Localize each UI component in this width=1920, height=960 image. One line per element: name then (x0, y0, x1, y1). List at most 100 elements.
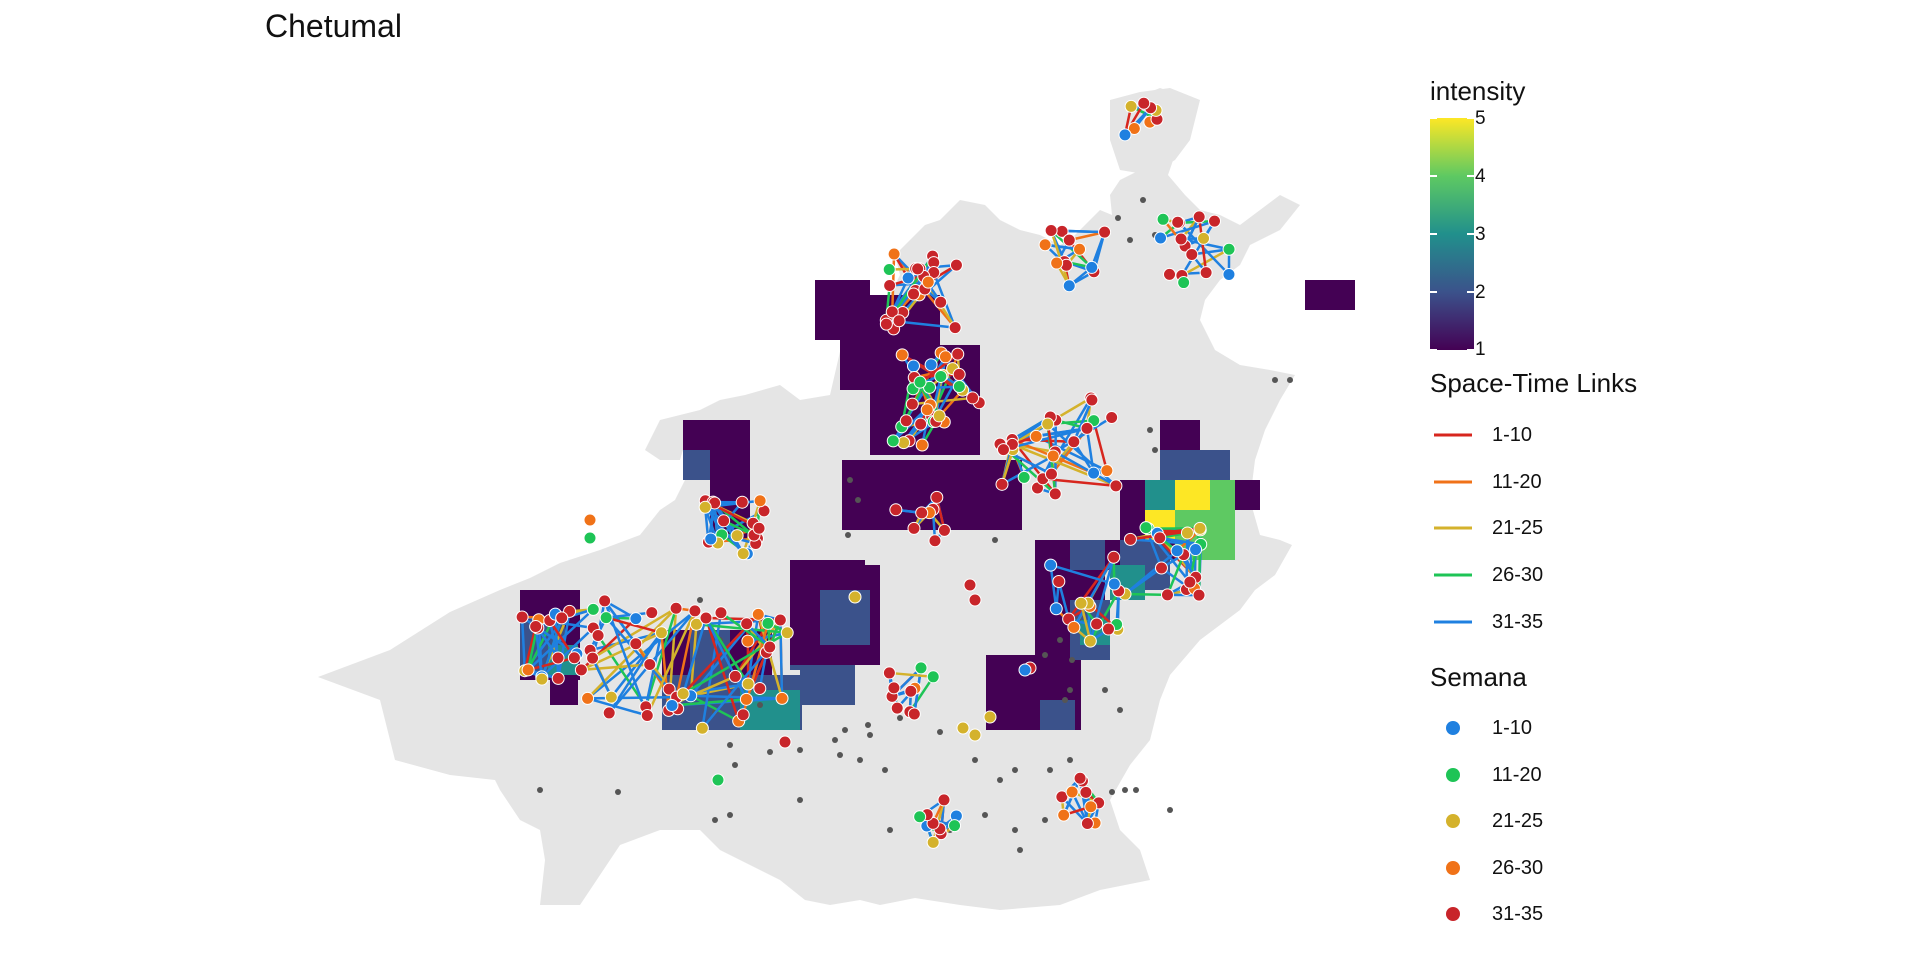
background-point (1117, 707, 1123, 713)
semana-key-5 (1446, 907, 1460, 921)
semana-legend-title: Semana (1430, 662, 1527, 692)
case-point (1192, 588, 1206, 602)
case-point (1174, 232, 1188, 246)
case-point (1199, 266, 1213, 280)
space-time-link (534, 626, 543, 677)
background-point (837, 752, 843, 758)
case-point (1067, 435, 1081, 449)
background-point (867, 732, 873, 738)
case-point (643, 657, 657, 671)
space-time-link (1157, 527, 1201, 535)
case-point (1044, 467, 1058, 481)
case-point (1044, 558, 1058, 572)
case-point (879, 317, 893, 331)
links-legend-label: 11-20 (1492, 471, 1542, 493)
case-point (1084, 800, 1098, 814)
semana-legend-keys (1446, 721, 1460, 921)
case-point (1085, 260, 1099, 274)
background-point (697, 597, 703, 603)
space-time-link (1160, 219, 1215, 240)
background-point (1047, 767, 1053, 773)
case-point (1177, 276, 1191, 290)
case-point (1017, 470, 1031, 484)
case-point (907, 521, 921, 535)
space-time-link (591, 657, 613, 698)
case-point (952, 379, 966, 393)
case-point (883, 279, 897, 293)
case-point (1107, 577, 1121, 591)
case-point (928, 534, 942, 548)
intensity-tick-1: 1 (1475, 339, 1486, 360)
semana-legend-label: 1-10 (1492, 717, 1533, 739)
case-point (913, 810, 927, 824)
case-point (629, 612, 643, 626)
space-time-link (1050, 563, 1115, 586)
background-point (972, 757, 978, 763)
case-point (728, 669, 742, 683)
background-point (1012, 767, 1018, 773)
case-point (934, 295, 948, 309)
case-point (951, 347, 965, 361)
case-point (753, 494, 767, 508)
intensity-cell (1235, 480, 1260, 510)
case-point (714, 606, 728, 620)
space-time-link (605, 616, 678, 698)
semana-key-4 (1446, 861, 1460, 875)
background-point (1127, 237, 1133, 243)
space-time-link (1049, 564, 1058, 609)
case-point (1044, 224, 1058, 238)
case-point (1197, 231, 1211, 245)
case-point (1100, 464, 1114, 478)
background-point (847, 477, 853, 483)
background-point (1109, 789, 1115, 795)
case-point (882, 666, 896, 680)
links-legend-title: Space-Time Links (1430, 368, 1638, 398)
case-point (645, 606, 659, 620)
case-point (968, 593, 982, 607)
case-point (1098, 225, 1112, 239)
space-time-link (1067, 556, 1115, 620)
background-point (937, 729, 943, 735)
case-point (1073, 771, 1087, 785)
space-time-link (1124, 592, 1168, 597)
space-time-link (1166, 554, 1185, 596)
case-point (567, 651, 581, 665)
space-time-link (671, 698, 747, 707)
background-point (1102, 687, 1108, 693)
background-point (842, 727, 848, 733)
case-point (1183, 575, 1197, 589)
intensity-cell (1040, 700, 1075, 730)
case-point (741, 634, 755, 648)
links-legend-label: 1-10 (1492, 424, 1533, 446)
space-time-link (608, 632, 663, 714)
case-point (1049, 602, 1063, 616)
case-point (963, 578, 977, 592)
case-point (938, 350, 952, 364)
intensity-cell (683, 420, 711, 450)
space-time-link (1072, 556, 1115, 628)
case-point (1079, 785, 1093, 799)
case-point (1222, 267, 1236, 281)
space-time-link (520, 616, 527, 671)
case-point (602, 706, 616, 720)
case-point (1090, 617, 1104, 631)
case-point (1107, 550, 1121, 564)
background-point (1062, 697, 1068, 703)
case-point (521, 663, 535, 677)
case-point (1154, 231, 1168, 245)
space-time-link (523, 626, 537, 672)
links-legend-label: 31-35 (1492, 611, 1544, 633)
space-time-link (1072, 399, 1094, 443)
background-point (997, 777, 1003, 783)
case-point (1062, 279, 1076, 293)
space-time-link (908, 676, 935, 713)
space-time-link (1124, 549, 1178, 596)
space-time-link (690, 694, 783, 700)
background-point (1147, 427, 1153, 433)
case-point (885, 305, 899, 319)
case-point (761, 616, 775, 630)
case-point (676, 687, 690, 701)
semana-key-2 (1446, 768, 1460, 782)
space-time-link (608, 663, 651, 714)
